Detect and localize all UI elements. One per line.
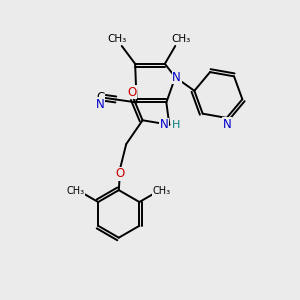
Text: N: N	[172, 71, 181, 84]
Text: N: N	[160, 118, 168, 131]
Text: CH₃: CH₃	[172, 34, 191, 44]
Text: CH₃: CH₃	[67, 186, 85, 196]
Text: N: N	[223, 118, 232, 131]
Text: N: N	[96, 98, 104, 111]
Text: C: C	[96, 91, 104, 103]
Text: O: O	[128, 86, 137, 99]
Text: H: H	[172, 120, 180, 130]
Text: CH₃: CH₃	[108, 34, 127, 44]
Text: CH₃: CH₃	[153, 186, 171, 196]
Text: O: O	[116, 167, 125, 180]
